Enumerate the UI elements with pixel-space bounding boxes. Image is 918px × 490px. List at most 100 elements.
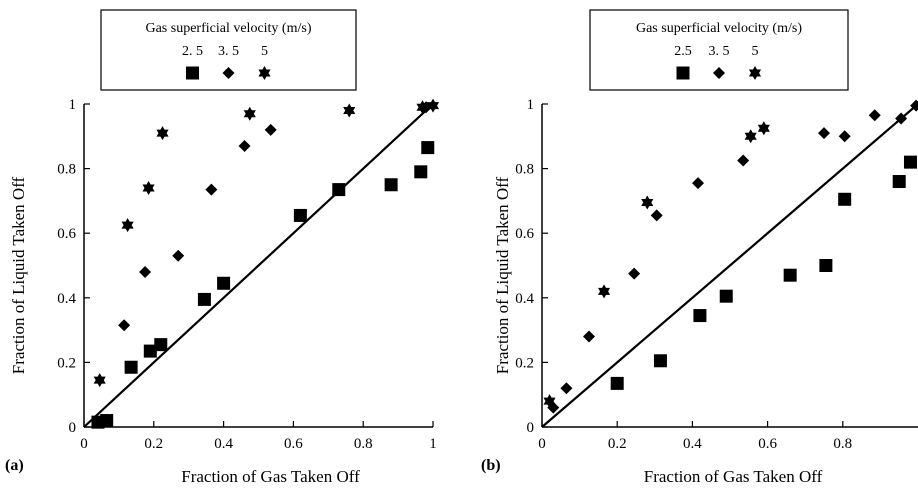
point-diamond [560,382,573,395]
y-tick-label: 0 [69,420,77,436]
legend: Gas superficial velocity (m/s) 2.5 3. 5 5 [589,9,849,91]
series-2.5 [91,141,435,429]
point-square [217,276,231,290]
x-tick-label: 0.4 [214,436,233,452]
point-star [343,103,356,118]
y-tick-label: 0.8 [57,162,76,178]
chart-panel-a: 0 0.2 0.4 0.6 0.8 1 0 0.2 0.4 0.6 0.8 1 Fraction of … [5,9,440,486]
point-square [819,259,833,272]
point-diamond [818,127,830,140]
point-diamond [737,154,750,167]
point-diamond [910,99,918,112]
point-square [197,292,211,306]
y-tick-label: 0.6 [515,226,534,242]
point-square [384,178,398,192]
panel-label: (a) [5,457,24,474]
legend-marker-diamond [222,67,235,79]
x-tick-label: 0.2 [144,436,163,452]
y-tick-label: 0.4 [57,291,76,307]
y-tick-label: 1 [69,97,77,113]
x-tick-label: 0.8 [833,436,852,452]
point-diamond [692,177,705,190]
reference-line [541,103,918,428]
x-tick-label: 1 [429,436,437,452]
point-diamond [583,330,595,343]
point-diamond [238,139,251,152]
point-square [414,165,428,179]
reference-line [83,103,434,428]
x-axis-label: Fraction of Gas Taken Off [644,467,823,486]
y-tick-label: 0.8 [515,162,534,178]
point-square [610,376,624,390]
point-star [744,129,757,144]
x-tick-label: 0.8 [354,436,373,452]
legend-marker-diamond [713,67,725,79]
legend-title: Gas superficial velocity (m/s) [145,21,311,36]
point-star [156,126,169,141]
legend-marker-square [676,66,690,80]
y-tick-label: 1 [527,97,535,113]
series-3.5 [118,101,433,332]
legend-marker-star [748,66,762,80]
point-diamond [205,183,218,196]
x-axis-label: Fraction of Gas Taken Off [181,467,360,486]
point-star [416,100,429,115]
panel-label: (b) [481,457,501,474]
point-diamond [264,123,277,136]
legend-label: 3. 5 [218,44,239,59]
point-square [100,414,114,428]
y-axis-label: Fraction of Liquid Taken Off [9,176,28,374]
legend-label: 5 [752,44,759,59]
legend-label: 3. 5 [709,44,730,59]
point-diamond [838,130,851,143]
chart-panel-b: 0 0.2 0.4 0.6 0.8 1 0 0.2 0.4 0.6 0.8 Fraction of G… [481,9,918,486]
y-axis-label: Fraction of Liquid Taken Off [493,176,512,374]
legend-label: 2.5 [674,44,692,59]
point-square [293,208,307,222]
y-tick-label: 0.2 [515,355,534,371]
point-square [693,309,707,323]
point-star [93,373,106,388]
point-star [121,218,134,233]
series-5 [93,98,440,388]
series-2.5 [610,155,917,390]
point-diamond [895,112,908,125]
y-tick-label: 0 [527,420,535,436]
y-tick-label: 0.4 [515,291,534,307]
point-diamond [139,265,152,278]
point-square [154,338,168,352]
point-star [142,180,155,195]
point-square [653,354,667,368]
point-star [426,98,440,113]
x-tick-label: 0 [80,436,88,452]
legend: Gas superficial velocity (m/s) 2. 5 3. 5 5 [100,9,357,91]
point-star [543,394,556,409]
y-tick-label: 0.6 [57,226,76,242]
x-tick-label: 0.4 [683,436,702,452]
point-star [243,106,256,121]
series-5 [543,121,770,409]
point-square [719,289,733,303]
point-square [332,183,346,197]
point-square [838,192,852,206]
point-square [421,141,435,155]
point-star [597,284,611,299]
point-square [903,155,917,169]
legend-marker-star [258,66,271,80]
point-diamond [172,249,185,262]
point-square [124,360,138,374]
x-tick-label: 0.6 [284,436,303,452]
point-square [783,268,797,282]
point-square [143,344,157,358]
legend-label: 5 [261,44,268,59]
series-3.5 [547,99,918,414]
x-tick-label: 0.6 [758,436,777,452]
point-square [892,175,906,189]
legend-label: 2. 5 [182,44,203,59]
x-tick-label: 0 [538,436,546,452]
point-star [641,195,654,210]
point-diamond [650,209,663,222]
point-diamond [628,267,641,280]
point-star [757,121,770,136]
